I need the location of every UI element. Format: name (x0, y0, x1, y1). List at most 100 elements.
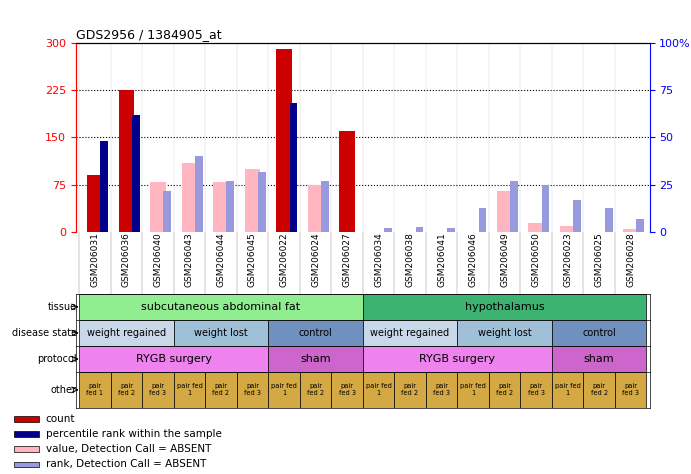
Bar (182, 163, 198, 232)
Bar (245, 169, 261, 232)
Text: pair fed
1: pair fed 1 (555, 383, 580, 396)
Bar (79, 346, 268, 372)
Text: GSM206031: GSM206031 (91, 232, 100, 287)
Text: GSM206027: GSM206027 (343, 232, 352, 287)
Bar (363, 320, 457, 346)
Text: weight regained: weight regained (87, 328, 166, 338)
Text: GSM206045: GSM206045 (248, 232, 257, 287)
Bar (87, 175, 103, 232)
Bar (307, 185, 323, 232)
Text: RYGB surgery: RYGB surgery (419, 354, 495, 364)
Text: pair fed
1: pair fed 1 (271, 383, 297, 396)
Text: GSM206038: GSM206038 (406, 232, 415, 287)
Text: pair
fed 3: pair fed 3 (433, 383, 450, 396)
Text: GSM206043: GSM206043 (185, 232, 194, 287)
Text: control: control (299, 328, 332, 338)
Bar (268, 372, 300, 408)
Text: GSM206046: GSM206046 (468, 232, 477, 287)
Bar (142, 372, 173, 408)
Text: tissue: tissue (48, 302, 77, 312)
Bar (132, 115, 140, 232)
Bar (457, 320, 552, 346)
Text: pair
fed 2: pair fed 2 (591, 383, 607, 396)
Bar (457, 372, 489, 408)
Bar (205, 372, 237, 408)
Bar (426, 372, 457, 408)
Bar (276, 49, 292, 232)
Text: GSM206041: GSM206041 (437, 232, 446, 287)
Bar (560, 226, 576, 232)
Bar (363, 294, 646, 320)
Text: pair
fed 3: pair fed 3 (528, 383, 545, 396)
Bar (195, 156, 203, 232)
Text: pair fed
1: pair fed 1 (366, 383, 392, 396)
Text: RYGB surgery: RYGB surgery (135, 354, 211, 364)
Text: pair
fed 2: pair fed 2 (401, 383, 419, 396)
Bar (552, 346, 646, 372)
Bar (552, 320, 646, 346)
Text: GSM206025: GSM206025 (595, 232, 604, 287)
Text: value, Detection Call = ABSENT: value, Detection Call = ABSENT (46, 444, 211, 454)
Text: protocol: protocol (37, 354, 77, 364)
Bar (300, 372, 331, 408)
Bar (510, 181, 518, 232)
Bar (79, 294, 363, 320)
Bar (237, 372, 268, 408)
Bar (227, 181, 234, 232)
Bar (258, 172, 266, 232)
Text: GSM206024: GSM206024 (311, 232, 320, 287)
Bar (489, 372, 520, 408)
Text: rank, Detection Call = ABSENT: rank, Detection Call = ABSENT (46, 459, 206, 469)
Bar (520, 372, 552, 408)
Bar (573, 200, 581, 232)
Text: pair
fed 3: pair fed 3 (339, 383, 355, 396)
Text: pair
fed 2: pair fed 2 (307, 383, 324, 396)
Text: pair
fed 1: pair fed 1 (86, 383, 104, 396)
Text: control: control (583, 328, 616, 338)
Text: sham: sham (300, 354, 331, 364)
Text: GSM206044: GSM206044 (216, 232, 225, 287)
Bar (331, 372, 363, 408)
Bar (268, 346, 363, 372)
Bar (339, 131, 355, 232)
Bar (542, 185, 549, 232)
Bar (119, 90, 134, 232)
Bar (268, 320, 363, 346)
Bar (363, 346, 552, 372)
Bar (79, 372, 111, 408)
Text: weight lost: weight lost (194, 328, 248, 338)
Bar (552, 372, 583, 408)
Bar (164, 191, 171, 232)
Text: GDS2956 / 1384905_at: GDS2956 / 1384905_at (76, 28, 222, 42)
Bar (479, 208, 486, 232)
Bar (583, 372, 615, 408)
Bar (321, 181, 329, 232)
Text: GSM206049: GSM206049 (500, 232, 509, 287)
Text: subcutaneous abdominal fat: subcutaneous abdominal fat (142, 302, 301, 312)
Text: count: count (46, 414, 75, 424)
Bar (415, 227, 424, 232)
Text: disease state: disease state (12, 328, 77, 338)
Bar (497, 191, 513, 232)
Bar (384, 228, 392, 232)
Bar (615, 372, 646, 408)
Text: pair fed
1: pair fed 1 (460, 383, 486, 396)
Bar (14, 431, 39, 437)
Text: pair
fed 3: pair fed 3 (149, 383, 167, 396)
Text: GSM206034: GSM206034 (374, 232, 383, 287)
Bar (14, 446, 39, 452)
Bar (447, 228, 455, 232)
Text: sham: sham (584, 354, 614, 364)
Bar (173, 372, 205, 408)
Text: GSM206022: GSM206022 (279, 232, 289, 287)
Text: hypothalamus: hypothalamus (465, 302, 545, 312)
Text: weight lost: weight lost (477, 328, 531, 338)
Bar (623, 229, 638, 232)
Text: GSM206023: GSM206023 (563, 232, 572, 287)
Text: pair
fed 3: pair fed 3 (244, 383, 261, 396)
Bar (79, 320, 173, 346)
Bar (213, 182, 229, 232)
Text: other: other (50, 385, 77, 395)
Text: GSM206028: GSM206028 (626, 232, 635, 287)
Bar (111, 372, 142, 408)
